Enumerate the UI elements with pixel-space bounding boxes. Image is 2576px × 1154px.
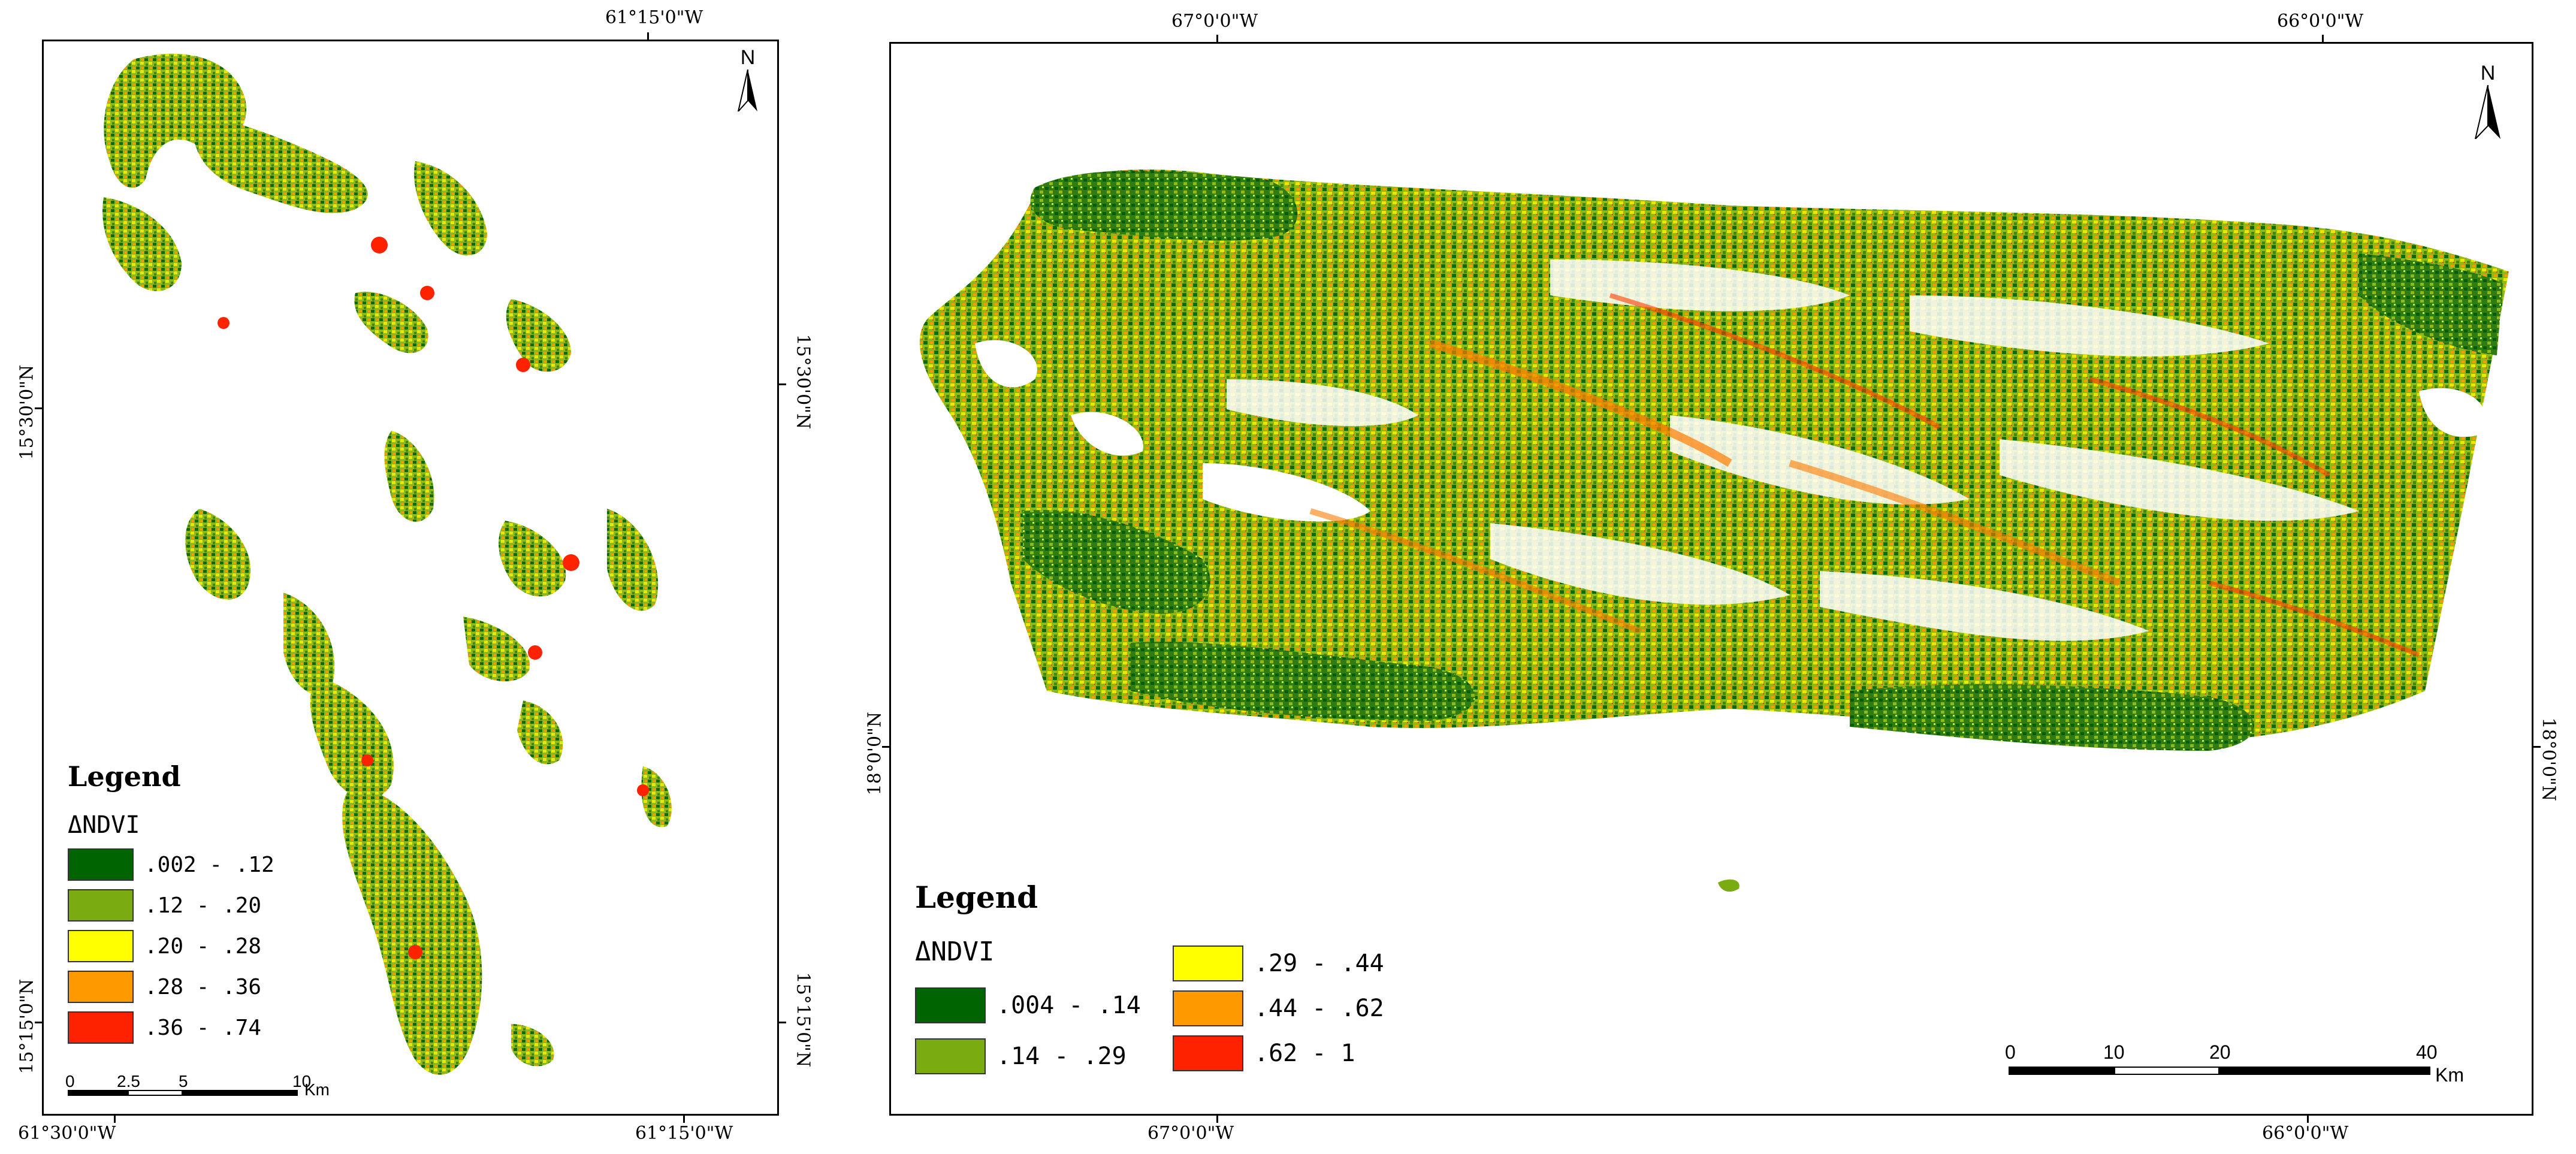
right-legend-swatch-1 <box>915 987 986 1023</box>
left-scale-bar: 0 2.5 5 10 Km <box>65 1072 330 1099</box>
left-bottom-lon-right: 61°15'0"W <box>635 1123 733 1144</box>
right-legend-item: .62 - 1 <box>1173 1035 1355 1071</box>
left-bottom-lon-left: 61°30'0"W <box>18 1123 116 1144</box>
left-legend-label-3: .20 - .28 <box>144 934 262 959</box>
right-legend-label-3: .29 - .44 <box>1254 950 1384 977</box>
right-map-frame: N Legend ΔNDVI .004 - .14 .14 - .29 .29 … <box>889 42 2533 1116</box>
left-legend-label-4: .28 - .36 <box>144 974 262 999</box>
right-left-lat: 18°0'0"N <box>864 711 886 796</box>
left-map-region-north <box>104 53 247 188</box>
left-legend-swatch-2 <box>68 889 134 922</box>
right-bottom-lon-left: 67°0'0"W <box>1147 1123 1234 1144</box>
right-legend-item: .29 - .44 <box>1173 945 1384 981</box>
right-top-lon-left: 67°0'0"W <box>1171 11 1258 32</box>
left-legend-swatch-4 <box>68 971 134 1003</box>
scale-tick-label: 10 <box>292 1072 312 1090</box>
right-legend-item: .44 - .62 <box>1173 990 1384 1026</box>
scale-tick-label: 5 <box>179 1072 188 1090</box>
right-legend-label-1: .004 - .14 <box>996 992 1141 1019</box>
scale-unit: Km <box>304 1080 330 1099</box>
right-legend-label-5: .62 - 1 <box>1254 1040 1355 1067</box>
left-legend-swatch-5 <box>68 1011 134 1044</box>
right-legend-label-4: .44 - .62 <box>1254 995 1384 1022</box>
left-legend-label-1: .002 - .12 <box>144 852 274 877</box>
right-legend-item: .14 - .29 <box>915 1038 1127 1074</box>
right-lat-upper: 15°30'0"N <box>792 334 814 430</box>
left-lat-upper: 15°30'0"N <box>16 364 38 460</box>
left-legend-item: .36 - .74 <box>68 1011 261 1044</box>
left-map-frame: N Legend ΔNDVI .002 - .12 .12 - .20 .20 … <box>42 40 779 1116</box>
left-north-arrow: N <box>736 46 760 117</box>
scale-tick-label: 10 <box>2103 1041 2125 1063</box>
scale-tick-label: 20 <box>2209 1041 2231 1063</box>
scale-unit: Km <box>2435 1064 2464 1086</box>
right-legend-swatch-4 <box>1173 990 1243 1026</box>
right-legend-label-2: .14 - .29 <box>996 1043 1127 1070</box>
right-top-lon-right: 66°0'0"W <box>2277 11 2364 32</box>
left-legend-item: .12 - .20 <box>68 889 261 922</box>
left-legend-swatch-3 <box>68 930 134 962</box>
right-lat-lower: 15°15'0"N <box>792 972 814 1068</box>
right-legend-swatch-2 <box>915 1038 986 1074</box>
right-right-lat: 18°0'0"N <box>2538 717 2559 802</box>
left-legend-item: .28 - .36 <box>68 971 261 1003</box>
right-bottom-lon-right: 66°0'0"W <box>2262 1123 2349 1144</box>
scale-tick-label: 0 <box>65 1072 75 1090</box>
scale-tick-label: 2.5 <box>117 1072 140 1090</box>
left-ndvi-map <box>102 53 672 1075</box>
north-arrow-icon <box>738 69 757 112</box>
right-legend-index: ΔNDVI <box>915 937 995 967</box>
left-top-lon: 61°15'0"W <box>605 7 703 28</box>
left-legend-swatch-1 <box>68 848 134 881</box>
left-legend-item: .20 - .28 <box>68 930 261 962</box>
left-legend-label-2: .12 - .20 <box>144 893 262 918</box>
left-legend-item: .002 - .12 <box>68 848 274 881</box>
north-arrow-icon <box>2474 84 2500 141</box>
right-ndvi-map <box>919 170 2509 892</box>
north-label: N <box>740 46 756 69</box>
right-legend-item: .004 - .14 <box>915 987 1141 1023</box>
left-lat-lower: 15°15'0"N <box>16 978 38 1074</box>
left-legend-index: ΔNDVI <box>68 811 140 839</box>
left-legend-label-5: .36 - .74 <box>144 1015 262 1040</box>
right-scale-bar: 0 10 20 40 Km <box>2005 1041 2488 1086</box>
left-legend-title: Legend <box>68 760 181 793</box>
right-legend-swatch-5 <box>1173 1035 1243 1071</box>
right-legend-swatch-3 <box>1173 945 1243 981</box>
scale-tick-label: 0 <box>2005 1041 2016 1063</box>
right-north-arrow: N <box>2473 62 2503 144</box>
right-legend-title: Legend <box>915 880 1038 915</box>
north-label: N <box>2480 62 2496 84</box>
scale-tick-label: 40 <box>2416 1041 2438 1063</box>
